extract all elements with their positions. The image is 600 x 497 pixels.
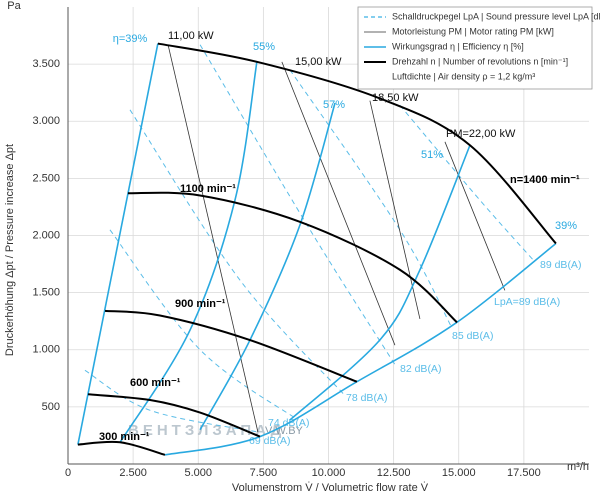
motor-line <box>369 100 421 319</box>
series-label: η=39% <box>113 33 148 45</box>
legend-label: Schalldruckpegel LpA | Sound pressure le… <box>392 11 600 21</box>
series-label: 69 dB(A) <box>249 435 290 447</box>
x-tick-label: 7.500 <box>250 467 278 479</box>
sound-line <box>109 229 299 421</box>
legend-label: Drehzahl n | Number of revolutions n [mi… <box>392 56 568 66</box>
series-label: 51% <box>421 149 443 161</box>
series-label: 600 min⁻¹ <box>130 377 181 389</box>
x-tick-label: 12.500 <box>377 467 411 479</box>
legend-label: Wirkungsgrad η | Efficiency η [%] <box>392 41 524 51</box>
motor-line <box>444 141 506 291</box>
efficiency-line <box>119 61 258 443</box>
sound-annotation: LpA=89 dB(A) <box>494 296 560 308</box>
speed-line <box>104 309 358 383</box>
sound-line <box>129 109 346 396</box>
series-label: 89 dB(A) <box>540 259 581 271</box>
y-tick-label: 500 <box>42 401 60 413</box>
sound-line <box>199 44 396 365</box>
y-tick-label: 3.000 <box>32 115 60 127</box>
watermark-url: V-W.BY <box>265 425 304 437</box>
legend-box <box>357 6 593 90</box>
series-label: 78 dB(A) <box>346 392 387 404</box>
y-tick-label: 3.500 <box>32 58 60 70</box>
sound-line <box>84 369 259 433</box>
motor-line <box>167 44 259 433</box>
speed-line <box>157 42 557 245</box>
y-tick-label: 1.500 <box>32 287 60 299</box>
series-label: 11,00 kW <box>168 30 214 42</box>
series-label: 55% <box>253 41 275 53</box>
efficiency-line <box>77 43 159 445</box>
legend-note: Luftdichte | Air density ρ = 1,2 kg/m³ <box>392 71 535 81</box>
x-axis-title: Volumenstrom V̇ / Volumetric flow rate V… <box>232 481 429 494</box>
x-unit: m³/h <box>567 461 589 473</box>
series-label: 1100 min⁻¹ <box>180 183 236 195</box>
efficiency-line <box>164 242 557 456</box>
motor-line <box>281 61 396 346</box>
series-label: 39% <box>555 220 577 232</box>
speed-line <box>127 191 458 324</box>
series-label: 85 dB(A) <box>452 330 493 342</box>
legend-label: Motorleistung PM | Motor rating PM [kW] <box>392 26 554 36</box>
watermark: ВЕНТЗЛЗАПАД <box>128 422 285 439</box>
y-axis-title: Druckerhöhung Δpt / Pressure increase Δp… <box>4 144 16 356</box>
sound-line <box>289 69 453 329</box>
series-label: 15,00 kW <box>295 56 342 68</box>
y-unit: Pa <box>7 0 21 12</box>
speed-line <box>77 440 166 456</box>
series-label: PM=22,00 kW <box>446 128 516 140</box>
speed-line <box>87 393 261 438</box>
efficiency-line <box>289 144 471 421</box>
series-label: 900 min⁻¹ <box>175 298 226 310</box>
x-tick-label: 5.000 <box>184 467 212 479</box>
y-tick-label: 2.500 <box>32 172 60 184</box>
y-tick-label: 2.000 <box>32 229 60 241</box>
efficiency-line <box>199 102 336 431</box>
x-tick-label: 17.500 <box>507 467 541 479</box>
x-tick-label: 10.000 <box>312 467 346 479</box>
series-label: 300 min⁻¹ <box>99 431 150 443</box>
series-label: 57% <box>323 99 345 111</box>
series-label: n=1400 min⁻¹ <box>510 174 580 186</box>
x-tick-label: 15.000 <box>442 467 476 479</box>
series-label: 82 dB(A) <box>400 363 441 375</box>
x-tick-label: 0 <box>65 467 71 479</box>
x-tick-label: 2.500 <box>119 467 147 479</box>
y-tick-label: 1.000 <box>32 344 60 356</box>
